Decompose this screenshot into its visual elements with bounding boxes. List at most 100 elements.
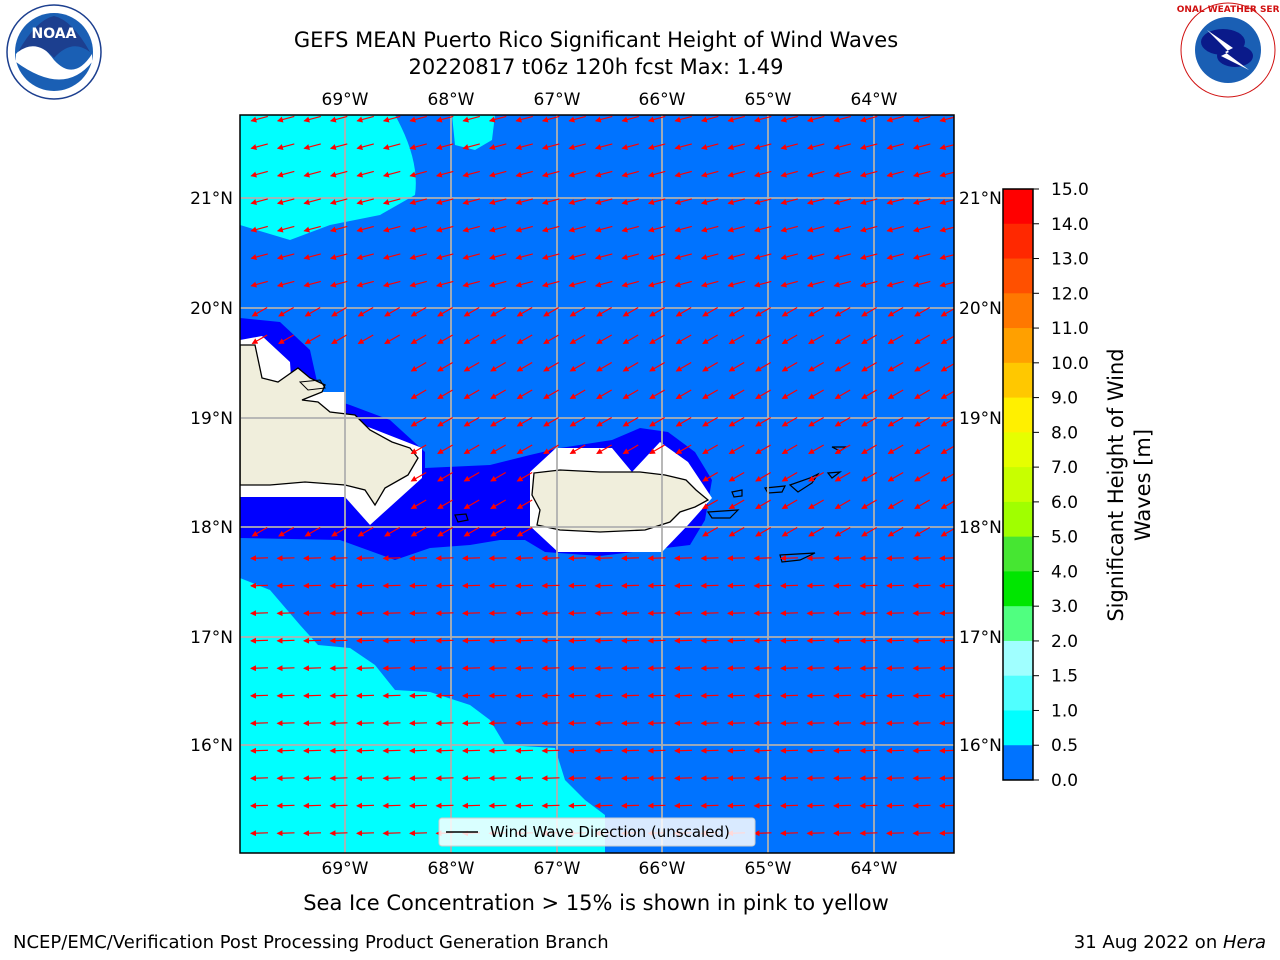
wind-arrow — [250, 555, 269, 562]
wind-arrow — [833, 610, 852, 617]
wind-arrow — [700, 115, 719, 123]
wind-arrow — [515, 802, 534, 809]
colorbar-segment — [1003, 223, 1033, 260]
colorbar-frame — [1002, 188, 1034, 781]
wind-arrow — [674, 775, 693, 782]
wind-arrow — [621, 115, 639, 123]
top-lon-label: 64°W — [851, 90, 898, 110]
wind-arrow — [409, 775, 428, 782]
wind-arrow — [463, 416, 480, 427]
wind-arrow — [594, 610, 613, 617]
wind-arrow — [649, 389, 665, 400]
wind-arrow — [515, 225, 533, 233]
wind-arrow — [356, 720, 375, 727]
wind-arrow — [515, 720, 534, 727]
wind-arrow — [781, 444, 798, 455]
wind-arrow — [409, 582, 428, 589]
bottom-lon-label: 67°W — [534, 859, 581, 879]
wind-arrow — [490, 471, 506, 482]
wind-arrow — [356, 170, 374, 178]
top-lon-label: 65°W — [745, 90, 792, 110]
wind-arrow — [861, 444, 877, 455]
wind-arrow — [303, 665, 322, 672]
colorbar-tick-label: 14.0 — [1051, 215, 1089, 235]
colorbar-segment — [1003, 675, 1033, 711]
wind-arrow — [329, 280, 348, 288]
wind-arrow — [356, 555, 375, 562]
wind-arrow — [727, 170, 745, 178]
wind-arrow — [541, 610, 560, 617]
wind-arrow — [594, 720, 613, 727]
wind-arrow — [541, 115, 560, 123]
wind-arrow — [303, 747, 322, 754]
wind-arrow — [488, 225, 507, 233]
wind-arrow — [806, 637, 825, 644]
map-legend: Wind Wave Direction (unscaled) — [438, 817, 756, 847]
wind-arrow — [755, 444, 771, 455]
colorbar-tick-label: 6.0 — [1051, 493, 1078, 513]
wind-arrow — [515, 198, 533, 205]
wind-arrow — [939, 144, 954, 150]
wind-arrow — [541, 253, 560, 260]
wind-arrow — [488, 143, 507, 150]
wind-arrow — [357, 526, 374, 537]
wind-arrow — [912, 582, 931, 589]
wind-arrow — [753, 280, 772, 288]
wind-arrow — [250, 775, 269, 782]
bottom-lon-label: 64°W — [851, 859, 898, 879]
wind-arrow — [702, 306, 718, 317]
wind-arrow — [887, 306, 904, 317]
wind-arrow — [859, 170, 878, 178]
colorbar-segment — [1003, 293, 1033, 329]
wind-arrow — [276, 555, 295, 562]
wind-arrow — [276, 637, 295, 644]
colorbar-tick-label: 15.0 — [1051, 180, 1089, 200]
wind-arrow — [728, 306, 745, 317]
nws-logo-text: NATIONAL WEATHER SERVICE — [1177, 5, 1279, 15]
wind-arrow — [594, 198, 613, 205]
colorbar-tick-label: 0.0 — [1051, 771, 1078, 791]
wind-arrow — [409, 637, 428, 644]
wind-arrow — [859, 582, 878, 589]
wind-arrow — [276, 115, 295, 123]
wind-arrow — [727, 555, 746, 562]
wind-arrow — [250, 225, 268, 233]
island-st-thomas — [763, 485, 787, 494]
wind-arrow — [409, 225, 427, 233]
wind-arrow — [357, 306, 374, 317]
wind-arrow — [727, 802, 746, 809]
land-puerto-rico — [531, 469, 710, 533]
wind-arrow — [780, 747, 799, 754]
wind-arrow — [780, 665, 799, 672]
wind-arrow — [780, 692, 799, 699]
wind-arrow — [278, 526, 294, 537]
right-latitude-labels: 21°N 20°N 19°N 18°N 17°N 16°N — [959, 189, 1002, 756]
wind-arrow — [409, 802, 428, 809]
wind-arrow — [727, 637, 746, 644]
wind-arrow — [303, 198, 321, 205]
nws-logo-icon: NATIONAL WEATHER SERVICE — [1177, 2, 1279, 98]
wind-arrow — [382, 115, 401, 123]
wind-arrow — [753, 198, 772, 205]
wind-arrow — [303, 802, 322, 809]
wind-arrow — [939, 226, 954, 233]
wind-arrow — [568, 610, 587, 617]
wind-arrow — [912, 253, 931, 260]
wind-arrow — [382, 170, 401, 178]
right-lat-label: 16°N — [959, 736, 1002, 756]
wind-arrow — [939, 637, 954, 644]
wind-arrow — [728, 526, 745, 537]
wind-arrow — [727, 775, 746, 782]
wind-arrow — [675, 306, 692, 317]
wind-arrow — [675, 334, 692, 345]
wind-arrow — [515, 555, 534, 562]
left-lat-label: 20°N — [190, 299, 233, 319]
wind-arrow — [329, 198, 348, 205]
wind-wave-arrows — [250, 115, 954, 837]
wind-arrow — [488, 802, 507, 809]
wind-arrow — [516, 471, 533, 482]
wind-arrow — [435, 143, 454, 150]
colorbar-segment — [1003, 536, 1033, 572]
wind-arrow — [808, 416, 824, 427]
